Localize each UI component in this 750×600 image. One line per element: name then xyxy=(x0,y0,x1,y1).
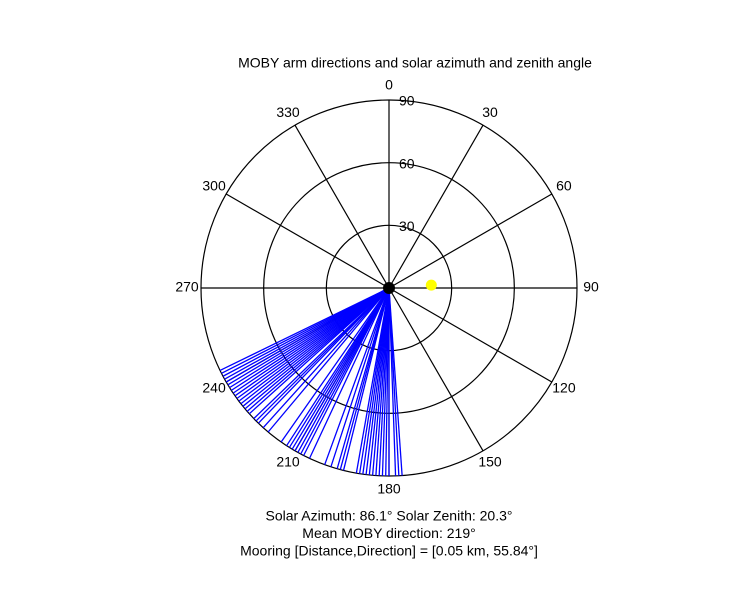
direction-line xyxy=(253,287,390,420)
grid-spoke xyxy=(388,287,484,452)
theta-tick-label: 180 xyxy=(377,481,401,497)
annotation: Mean MOBY direction: 219° xyxy=(302,525,475,541)
annotation: Mooring [Distance,Direction] = [0.05 km,… xyxy=(240,543,538,559)
grid-spoke xyxy=(294,124,390,289)
theta-tick-label: 210 xyxy=(276,454,300,470)
grid-spoke xyxy=(388,193,553,289)
theta-tick-label: 270 xyxy=(175,279,199,295)
grid-spoke xyxy=(388,124,484,289)
r-tick-label: 30 xyxy=(399,218,415,234)
theta-tick-label: 150 xyxy=(478,454,502,470)
theta-tick-label: 0 xyxy=(385,77,393,93)
direction-line xyxy=(219,287,390,371)
theta-tick-label: 120 xyxy=(552,380,576,396)
direction-line xyxy=(267,287,390,433)
theta-tick-label: 90 xyxy=(583,279,599,295)
center-dot xyxy=(383,282,395,294)
direction-line xyxy=(262,287,390,429)
direction-line xyxy=(286,287,390,447)
direction-line xyxy=(336,287,390,469)
theta-tick-label: 330 xyxy=(276,104,300,120)
r-tick-label: 90 xyxy=(399,93,415,109)
annotation: Solar Azimuth: 86.1° Solar Zenith: 20.3° xyxy=(266,508,513,524)
grid-spoke xyxy=(225,193,390,289)
theta-tick-label: 240 xyxy=(202,380,226,396)
chart-title: MOBY arm directions and solar azimuth an… xyxy=(238,55,592,71)
sun-marker xyxy=(425,279,437,291)
direction-line xyxy=(330,287,390,467)
direction-line xyxy=(324,287,390,465)
direction-line xyxy=(355,287,390,474)
direction-line xyxy=(388,287,397,476)
theta-tick-label: 60 xyxy=(556,178,572,194)
theta-tick-label: 30 xyxy=(482,104,498,120)
direction-line xyxy=(308,287,390,459)
theta-tick-label: 300 xyxy=(202,178,226,194)
grid-spoke xyxy=(388,287,553,383)
direction-line xyxy=(280,287,390,443)
r-tick-label: 60 xyxy=(399,155,415,171)
